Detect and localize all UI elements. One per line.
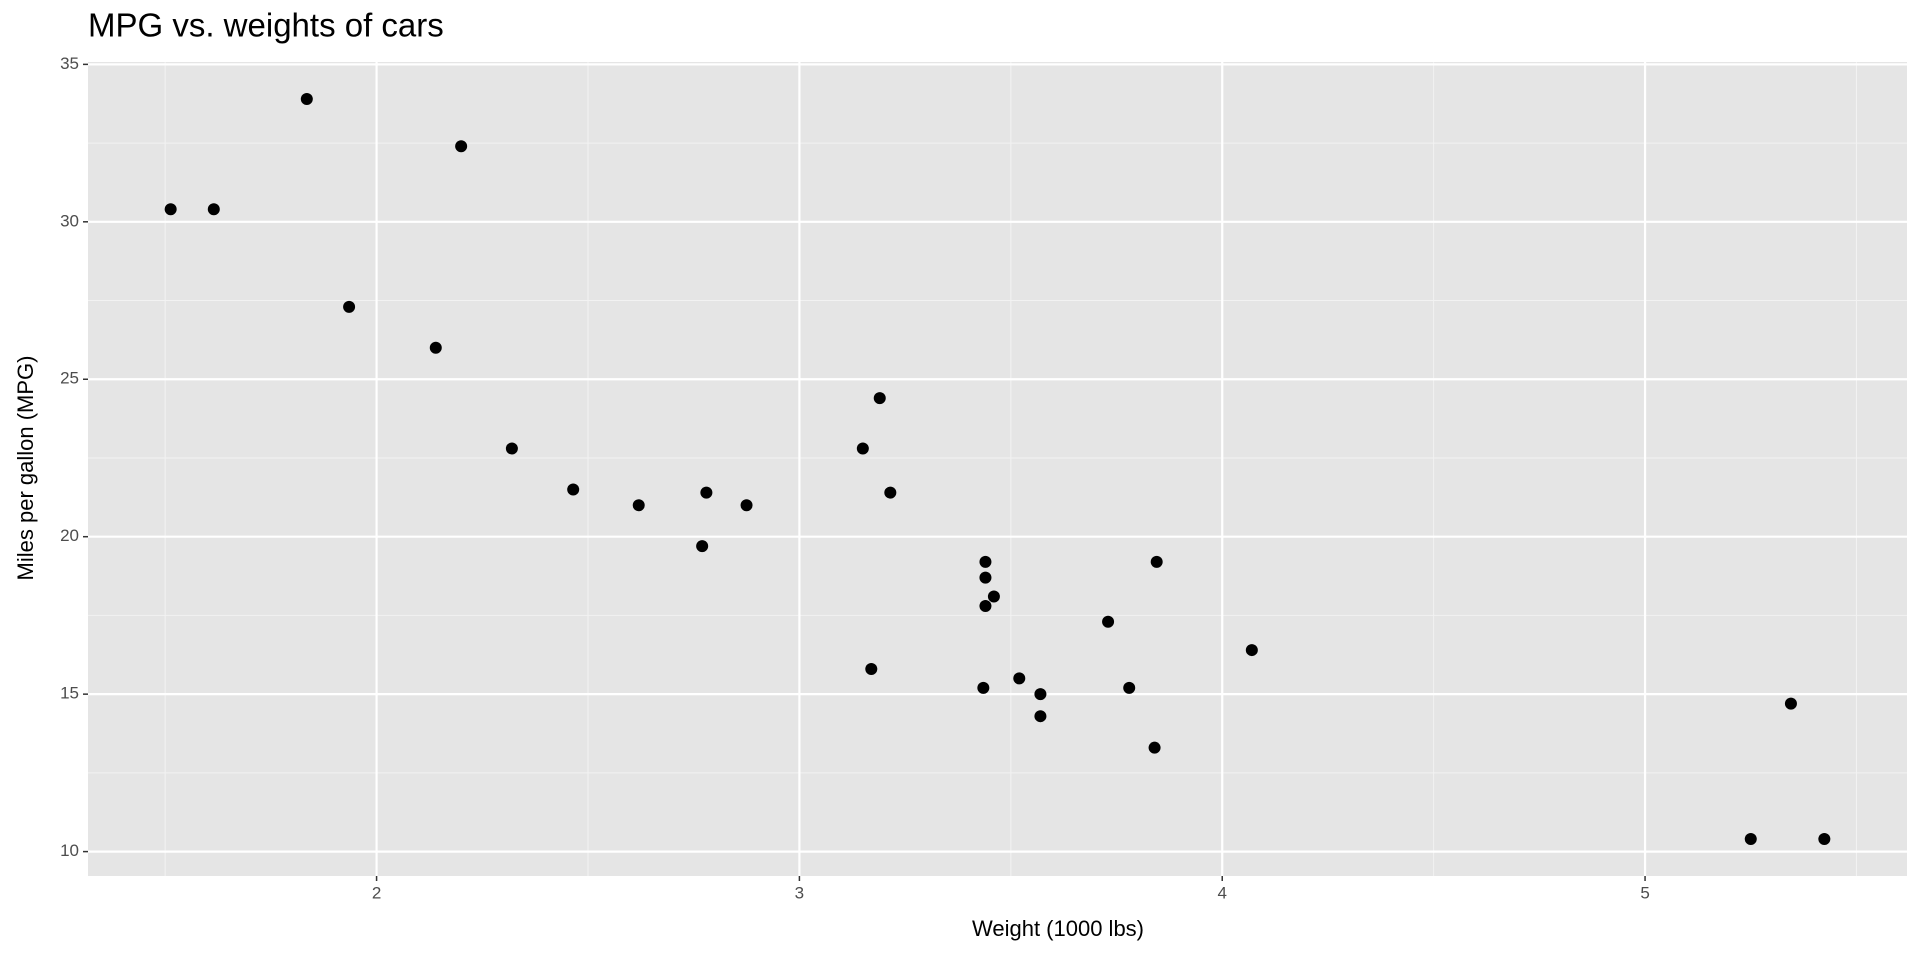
y-tick-label: 35: [60, 54, 79, 73]
point: [343, 300, 356, 313]
x-tick-label: 3: [795, 883, 804, 902]
point: [1818, 833, 1831, 845]
point: [873, 392, 886, 405]
point: [300, 93, 313, 105]
point: [207, 203, 220, 216]
x-tick-label: 5: [1640, 883, 1649, 902]
point: [1034, 710, 1047, 723]
point: [979, 599, 992, 612]
point: [455, 140, 468, 153]
point: [1150, 555, 1163, 568]
y-tick-label: 30: [60, 211, 79, 230]
point: [977, 681, 990, 694]
point: [884, 486, 897, 499]
y-tick-label: 25: [60, 369, 79, 388]
point: [856, 442, 869, 455]
y-tick-label: 10: [60, 841, 79, 860]
x-axis-label: Weight (1000 lbs): [972, 916, 1144, 941]
point: [1034, 688, 1047, 701]
chart-title: MPG vs. weights of cars: [88, 7, 444, 44]
point: [979, 555, 992, 568]
point: [696, 540, 709, 553]
point: [429, 341, 442, 354]
x-tick-label: 2: [372, 883, 381, 902]
point: [865, 662, 878, 675]
point: [567, 483, 580, 496]
point: [740, 499, 753, 512]
plot-panel: [88, 62, 1907, 876]
x-tick-label: 4: [1217, 883, 1226, 902]
y-tick-label: 20: [60, 526, 79, 545]
point: [1744, 833, 1757, 845]
point: [1013, 672, 1026, 685]
y-axis-label: Miles per gallon (MPG): [13, 356, 38, 581]
point: [505, 442, 518, 455]
point: [987, 590, 1000, 603]
point: [1245, 644, 1258, 657]
point: [1123, 681, 1136, 694]
point: [632, 499, 645, 512]
point: [1148, 741, 1161, 754]
point: [164, 203, 177, 216]
point: [1102, 615, 1115, 628]
y-tick-label: 15: [60, 684, 79, 703]
point: [1784, 697, 1797, 710]
point: [979, 571, 992, 584]
point: [700, 486, 713, 499]
